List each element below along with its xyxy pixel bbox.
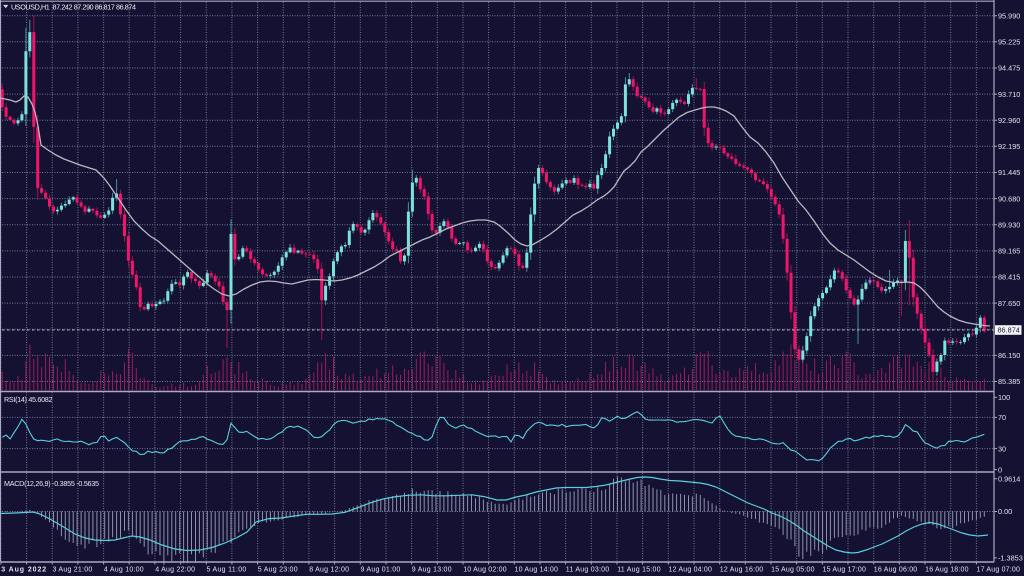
svg-text:0.9614: 0.9614 bbox=[998, 475, 1020, 484]
svg-text:RSI(14) 45.6082: RSI(14) 45.6082 bbox=[4, 395, 53, 404]
svg-text:5 Aug 11:00: 5 Aug 11:00 bbox=[207, 567, 247, 574]
svg-text:89.930: 89.930 bbox=[998, 220, 1020, 229]
svg-text:3 Aug 21:00: 3 Aug 21:00 bbox=[53, 567, 93, 574]
svg-text:30: 30 bbox=[998, 444, 1006, 453]
svg-text:3 Aug 2022: 3 Aug 2022 bbox=[1, 567, 46, 574]
svg-text:90.680: 90.680 bbox=[998, 194, 1020, 203]
svg-text:11 Aug 03:00: 11 Aug 03:00 bbox=[566, 567, 609, 574]
svg-text:11 Aug 15:00: 11 Aug 15:00 bbox=[617, 567, 660, 574]
svg-text:10 Aug 02:00: 10 Aug 02:00 bbox=[463, 567, 506, 574]
svg-text:94.475: 94.475 bbox=[998, 64, 1020, 73]
svg-text:-1.3853: -1.3853 bbox=[998, 554, 1023, 563]
svg-text:16 Aug 18:00: 16 Aug 18:00 bbox=[925, 567, 968, 574]
svg-text:86.150: 86.150 bbox=[998, 351, 1020, 360]
svg-text:16 Aug 06:00: 16 Aug 06:00 bbox=[874, 567, 917, 574]
svg-text:15 Aug 05:00: 15 Aug 05:00 bbox=[771, 567, 814, 574]
svg-text:4 Aug 10:00: 4 Aug 10:00 bbox=[104, 567, 144, 574]
svg-text:4 Aug 22:00: 4 Aug 22:00 bbox=[155, 567, 195, 574]
svg-text:88.415: 88.415 bbox=[998, 273, 1020, 282]
svg-text:89.165: 89.165 bbox=[998, 247, 1020, 256]
svg-text:USOUSD,H1 87.242 87.290 86.81: USOUSD,H1 87.242 87.290 86.817 86.874 bbox=[11, 2, 136, 11]
svg-text:87.650: 87.650 bbox=[998, 299, 1020, 308]
svg-text:100: 100 bbox=[998, 393, 1010, 402]
svg-text:12 Aug 16:00: 12 Aug 16:00 bbox=[720, 567, 763, 574]
svg-text:93.710: 93.710 bbox=[998, 90, 1020, 99]
svg-text:0: 0 bbox=[998, 465, 1002, 474]
svg-text:95.225: 95.225 bbox=[998, 38, 1020, 47]
svg-text:86.874: 86.874 bbox=[998, 326, 1020, 335]
svg-text:0.00: 0.00 bbox=[998, 507, 1012, 516]
svg-text:91.445: 91.445 bbox=[998, 168, 1020, 177]
svg-text:15 Aug 17:00: 15 Aug 17:00 bbox=[823, 567, 866, 574]
svg-text:8 Aug 12:00: 8 Aug 12:00 bbox=[309, 567, 349, 574]
svg-text:92.960: 92.960 bbox=[998, 116, 1020, 125]
svg-text:70: 70 bbox=[998, 413, 1006, 422]
svg-text:17 Aug 07:00: 17 Aug 07:00 bbox=[977, 567, 1020, 574]
svg-text:12 Aug 04:00: 12 Aug 04:00 bbox=[669, 567, 712, 574]
svg-text:9 Aug 01:00: 9 Aug 01:00 bbox=[361, 567, 401, 574]
svg-text:95.990: 95.990 bbox=[998, 11, 1020, 20]
svg-text:9 Aug 13:00: 9 Aug 13:00 bbox=[412, 567, 452, 574]
svg-text:5 Aug 23:00: 5 Aug 23:00 bbox=[258, 567, 298, 574]
svg-text:92.195: 92.195 bbox=[998, 142, 1020, 151]
svg-text:85.385: 85.385 bbox=[998, 377, 1020, 386]
svg-text:MACD(12,26,9) -0.3855 -0.5635: MACD(12,26,9) -0.3855 -0.5635 bbox=[4, 479, 99, 488]
svg-text:10 Aug 14:00: 10 Aug 14:00 bbox=[515, 567, 558, 574]
